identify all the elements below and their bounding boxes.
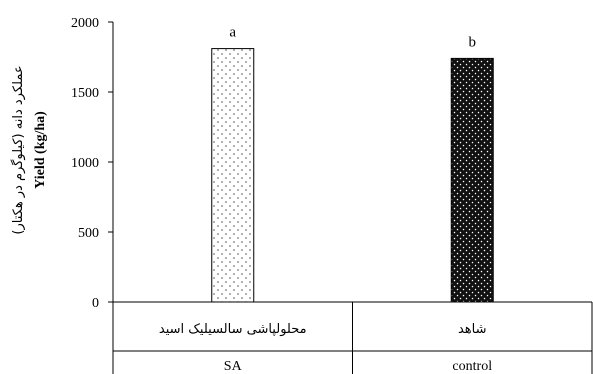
category-label-persian: شاهد bbox=[458, 322, 487, 337]
significance-labels: ab bbox=[229, 25, 476, 51]
category-label-english: control bbox=[452, 359, 492, 374]
significance-letter: a bbox=[229, 25, 236, 41]
y-tick-label: 1500 bbox=[71, 86, 99, 101]
y-axis-label-persian: عملکرد دانه (کیلوگرم در هکتار) bbox=[10, 65, 26, 234]
y-tick-label: 0 bbox=[92, 296, 99, 311]
significance-letter: b bbox=[469, 34, 477, 50]
bar-sa bbox=[211, 48, 255, 303]
y-axis: 0 500 1000 1500 2000 bbox=[71, 16, 114, 311]
y-axis-label-english: Yield (kg/ha) bbox=[33, 111, 48, 189]
y-tick-label: 500 bbox=[78, 226, 99, 241]
bars bbox=[211, 48, 494, 303]
bar-control bbox=[450, 57, 494, 303]
y-tick-label: 2000 bbox=[71, 16, 99, 31]
x-axis: محلولپاشی سالسیلیک اسید SA شاهد control bbox=[112, 301, 593, 374]
category-label-persian: محلولپاشی سالسیلیک اسید bbox=[159, 322, 307, 337]
y-tick-label: 1000 bbox=[71, 156, 99, 171]
category-label-english: SA bbox=[224, 359, 243, 374]
